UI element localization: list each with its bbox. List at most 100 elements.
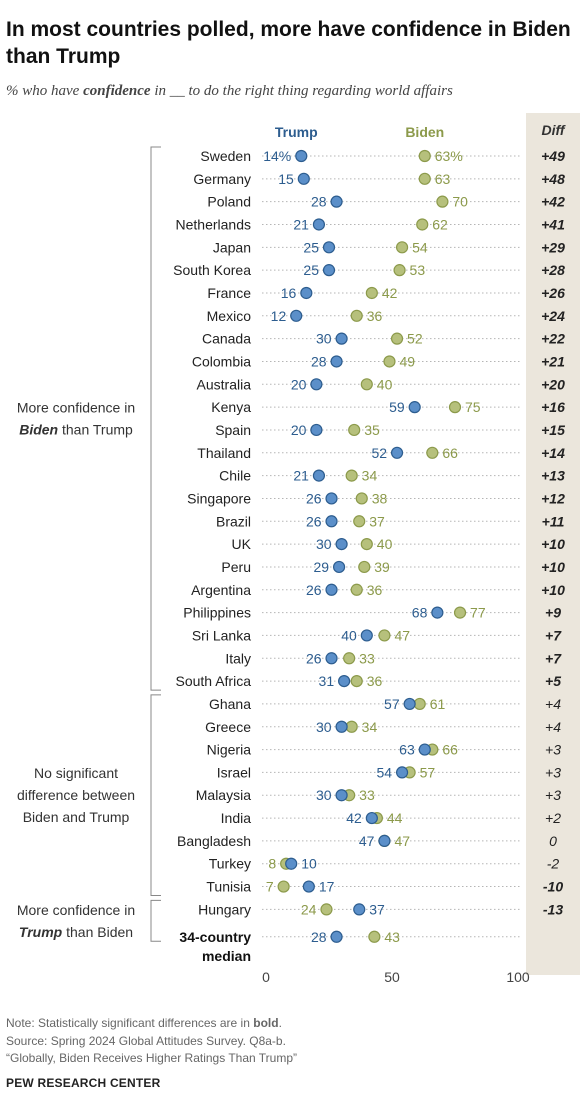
- country-label-singapore: Singapore: [187, 490, 251, 506]
- biden-value-peru: 39: [374, 559, 390, 575]
- biden-value-thailand: 66: [442, 445, 458, 461]
- country-label-hungary: Hungary: [198, 901, 251, 917]
- biden-value-poland: 70: [452, 194, 468, 210]
- biden-dot-sri-lanka: [378, 629, 391, 642]
- biden-dot-france: [365, 286, 378, 300]
- biden-value-malaysia: 33: [359, 787, 375, 803]
- trump-value-kenya: 59: [389, 399, 405, 415]
- subtitle-emphasis: confidence: [83, 83, 151, 99]
- diff-value-germany: +48: [541, 171, 565, 187]
- trump-dot-kenya: [408, 401, 421, 414]
- trump-dot-turkey: [285, 857, 298, 870]
- trump-dot-singapore: [325, 492, 338, 505]
- biden-dot-peru: [358, 560, 371, 574]
- country-label-mexico: Mexico: [207, 308, 252, 324]
- biden-dot-sweden: [418, 149, 431, 163]
- trump-value-hungary: 37: [369, 901, 385, 917]
- biden-dot-australia: [360, 378, 373, 391]
- country-label-poland: Poland: [207, 194, 251, 210]
- footer-note-bold: bold: [253, 1016, 279, 1030]
- trump-value-uk: 30: [316, 536, 332, 552]
- biden-dot-germany: [418, 172, 431, 185]
- trump-value-mexico: 12: [271, 308, 287, 324]
- trump-dot-germany: [297, 172, 310, 185]
- footer-note-prefix: Note: Statistically significant differen…: [6, 1016, 254, 1030]
- biden-value-philippines: 77: [470, 605, 486, 621]
- trump-value-israel: 54: [377, 764, 393, 780]
- country-label-34-country-median-0: 34-country: [179, 929, 251, 945]
- biden-dot-italy: [343, 652, 356, 665]
- diff-column-background: [526, 113, 580, 975]
- trump-dot-tunisia: [302, 880, 315, 893]
- trump-value-south-korea: 25: [303, 262, 319, 278]
- group-label-0-line-1: Biden than Trump: [19, 422, 133, 438]
- subtitle-suffix: in __ to do the right thing regarding wo…: [150, 83, 453, 99]
- diff-value-france: +26: [541, 285, 565, 301]
- country-label-sri-lanka: Sri Lanka: [192, 627, 251, 643]
- biden-dot-kenya: [448, 401, 462, 414]
- country-label-greece: Greece: [205, 719, 251, 735]
- biden-value-canada: 52: [407, 331, 423, 347]
- diff-value-australia: +20: [541, 376, 565, 392]
- trump-dot-spain: [310, 423, 323, 437]
- country-label-tunisia: Tunisia: [206, 879, 251, 895]
- diff-value-poland: +42: [541, 194, 565, 210]
- country-label-colombia: Colombia: [192, 353, 251, 369]
- trump-dot-sweden: [295, 149, 308, 163]
- trump-dot-india: [365, 811, 378, 825]
- diff-value-kenya: +16: [541, 399, 565, 415]
- trump-dot-poland: [330, 195, 343, 208]
- country-label-malaysia: Malaysia: [196, 787, 251, 803]
- biden-dot-colombia: [383, 355, 396, 368]
- country-label-ghana: Ghana: [209, 696, 251, 712]
- trump-value-italy: 26: [306, 650, 322, 666]
- biden-dot-brazil: [353, 515, 366, 528]
- group-label-0-line-0: More confidence in: [17, 400, 135, 416]
- trump-value-canada: 30: [316, 331, 332, 347]
- trump-dot-australia: [310, 378, 323, 391]
- trump-value-turkey: 10: [301, 856, 317, 872]
- country-label-france: France: [207, 285, 251, 301]
- biden-value-bangladesh: 47: [394, 833, 410, 849]
- diff-value-mexico: +24: [541, 308, 565, 324]
- footer-note-suffix: .: [278, 1016, 282, 1030]
- legend-biden: Biden: [405, 124, 444, 140]
- diff-value-bangladesh: 0: [549, 833, 557, 849]
- diff-value-greece: +4: [545, 719, 561, 735]
- diff-value-thailand: +14: [541, 445, 565, 461]
- diff-value-sweden: +49: [541, 148, 565, 164]
- diff-value-brazil: +11: [542, 513, 565, 529]
- group-bracket-0: [150, 146, 161, 691]
- trump-value-south-africa: 31: [319, 673, 335, 689]
- country-label-thailand: Thailand: [197, 445, 251, 461]
- trump-dot-colombia: [330, 355, 343, 368]
- group-bracket-1: [150, 694, 161, 897]
- diff-value-peru: +10: [541, 559, 565, 575]
- diff-value-sri-lanka: +7: [545, 627, 562, 643]
- footer-source: Source: Spring 2024 Global Attitudes Sur…: [6, 1034, 286, 1048]
- biden-dot-34-country-median: [368, 930, 381, 943]
- diff-value-turkey: -2: [547, 856, 560, 872]
- dot-plot-chart: Diff Trump Biden More confidence in Biden th…: [17, 113, 580, 985]
- diff-value-uk: +10: [541, 536, 565, 552]
- country-label-34-country-median-1: median: [202, 948, 251, 964]
- trump-value-singapore: 26: [306, 490, 322, 506]
- trump-dot-brazil: [325, 515, 338, 528]
- biden-value-hungary: 24: [301, 901, 317, 917]
- group-label-1-line-0: No significant: [34, 765, 118, 781]
- biden-value-australia: 40: [377, 376, 393, 392]
- trump-value-australia: 20: [291, 376, 307, 392]
- biden-dot-south-africa: [350, 674, 363, 688]
- country-label-bangladesh: Bangladesh: [177, 833, 251, 849]
- biden-value-brazil: 37: [369, 513, 385, 529]
- country-label-philippines: Philippines: [183, 605, 251, 621]
- biden-value-greece: 34: [362, 719, 378, 735]
- diff-value-israel: +3: [545, 764, 561, 780]
- country-label-peru: Peru: [221, 559, 251, 575]
- biden-value-italy: 33: [359, 650, 375, 666]
- diff-value-chile: +13: [541, 468, 565, 484]
- trump-value-bangladesh: 47: [359, 833, 375, 849]
- country-label-argentina: Argentina: [191, 582, 251, 598]
- chart-subtitle: % who have confidence in __ to do the ri…: [6, 83, 453, 100]
- biden-value-germany: 63: [435, 171, 451, 187]
